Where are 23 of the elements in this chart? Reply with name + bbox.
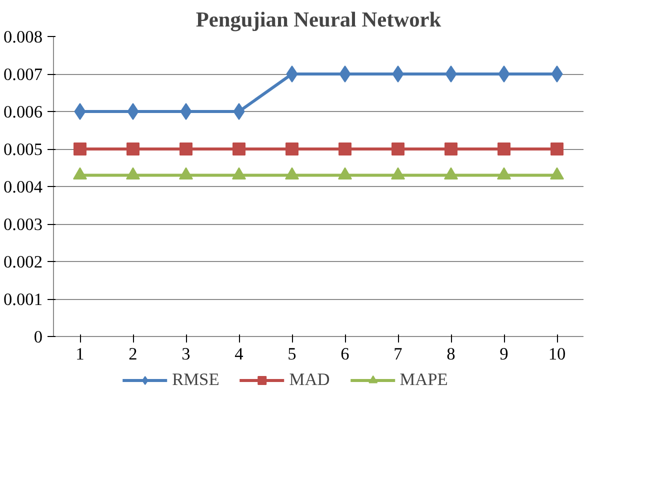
y-tick-label: 0.002 (4, 252, 43, 272)
x-tick-label: 5 (288, 344, 296, 364)
legend-label: MAD (289, 370, 330, 390)
chart-title: Pengujian Neural Network (196, 8, 442, 32)
x-tick-label: 10 (548, 344, 566, 364)
x-tick-label: 6 (340, 344, 350, 364)
y-tick-label: 0.005 (4, 140, 43, 159)
y-tick-label: 0.007 (4, 65, 43, 84)
y-tick-label: 0.003 (4, 215, 43, 234)
y-tick-label: 0.004 (4, 178, 43, 196)
x-tick-label: 9 (500, 344, 508, 364)
legend-label: MAPE (400, 370, 448, 390)
y-tick-label: 0.001 (4, 290, 43, 309)
x-tick-label: 2 (128, 344, 138, 364)
x-tick-label: 1 (76, 344, 84, 364)
x-tick-label: 4 (234, 344, 244, 364)
y-tick-label: 0.006 (4, 102, 43, 122)
x-tick-label: 8 (446, 344, 456, 364)
legend-label: RMSE (172, 370, 220, 390)
y-tick-label: 0 (34, 328, 43, 346)
x-tick-label: 3 (182, 344, 190, 364)
y-tick-label: 0.008 (4, 28, 43, 46)
x-tick-label: 7 (394, 344, 403, 364)
